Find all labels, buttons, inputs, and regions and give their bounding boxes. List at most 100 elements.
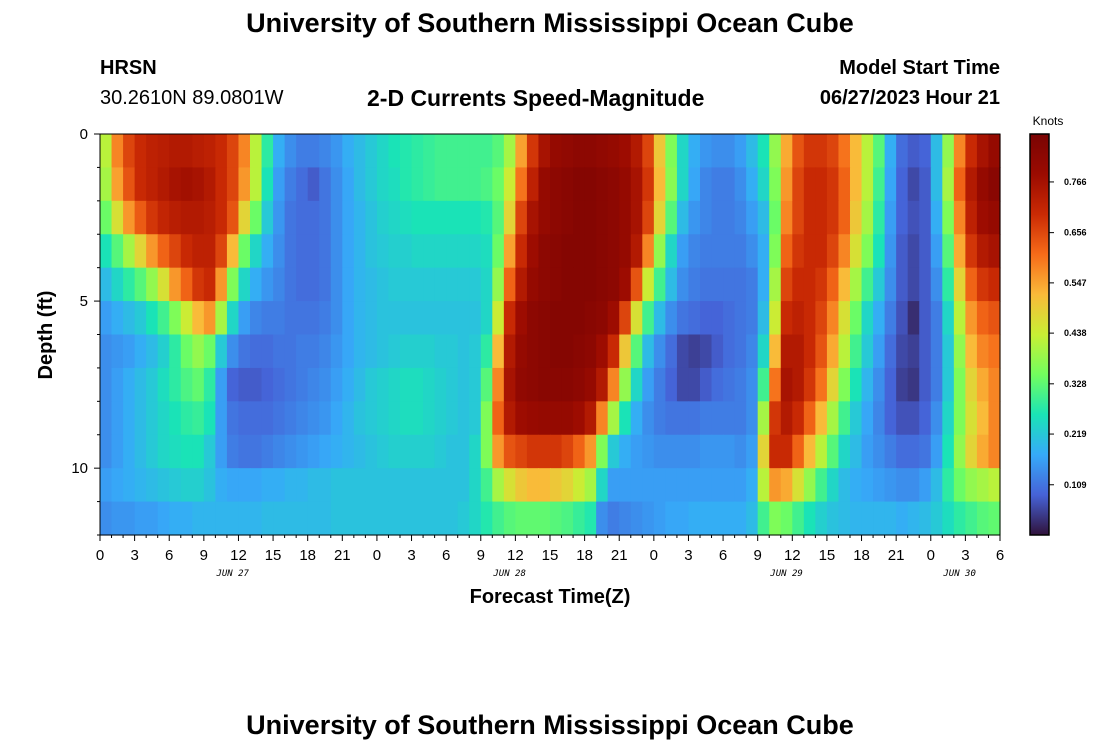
heatmap-cell: [792, 301, 805, 336]
heatmap-cell: [100, 501, 113, 536]
heatmap-cell: [826, 468, 840, 503]
heatmap-cell: [284, 167, 297, 202]
heatmap-cell: [584, 200, 597, 235]
heatmap-cell: [192, 501, 205, 536]
heatmap-cell: [284, 234, 297, 269]
heatmap-cell: [226, 501, 240, 536]
heatmap-cell: [976, 468, 990, 503]
heatmap-cell: [896, 434, 909, 469]
heatmap-cell: [492, 367, 505, 402]
heatmap-cell: [157, 501, 170, 536]
heatmap-cell: [457, 468, 470, 503]
heatmap-cell: [365, 234, 378, 269]
heatmap-cell: [711, 200, 724, 235]
heatmap-cell: [411, 501, 424, 536]
heatmap-cell: [457, 401, 470, 436]
heatmap-cell: [746, 434, 759, 469]
heatmap-cell: [700, 234, 713, 269]
station-coords: 30.2610N 89.0801W: [100, 87, 284, 109]
heatmap-cell: [134, 167, 147, 202]
heatmap-cell: [988, 401, 1001, 436]
heatmap-cell: [307, 267, 320, 302]
heatmap-cell: [550, 501, 563, 536]
heatmap-cell: [146, 301, 159, 336]
heatmap-cell: [757, 434, 770, 469]
heatmap-cell: [688, 434, 701, 469]
heatmap-cell: [700, 468, 713, 503]
heatmap-cell: [573, 234, 586, 269]
heatmap-cell: [365, 367, 378, 402]
heatmap-cell: [942, 234, 955, 269]
heatmap-cell: [780, 334, 793, 369]
heatmap-cell: [273, 501, 286, 536]
heatmap-cell: [492, 167, 505, 202]
heatmap-cell: [746, 468, 759, 503]
heatmap-cell: [803, 434, 816, 469]
heatmap-cell: [203, 468, 216, 503]
heatmap-cell: [123, 401, 136, 436]
heatmap-cell: [273, 200, 286, 235]
heatmap-cell: [388, 267, 401, 302]
heatmap-cell: [538, 501, 551, 536]
heatmap-cell: [734, 468, 747, 503]
heatmap-cell: [400, 167, 413, 202]
heatmap-cell: [596, 167, 609, 202]
heatmap-cell: [261, 234, 274, 269]
heatmap-cell: [100, 401, 113, 436]
heatmap-cell: [630, 367, 643, 402]
heatmap-cell: [319, 234, 332, 269]
heatmap-cell: [492, 468, 505, 503]
heatmap-cell: [596, 367, 609, 402]
heatmap-cell: [919, 200, 932, 235]
colorbar-ticks: 0.766 0.656 0.547 0.438 0.328 0.219 0.109: [1049, 177, 1087, 490]
heatmap-cell: [561, 234, 574, 269]
heatmap-cell: [688, 267, 701, 302]
heatmap-cell: [134, 501, 147, 536]
heatmap-cell: [469, 367, 482, 402]
heatmap-cell: [873, 401, 886, 436]
heatmap-cell: [676, 234, 690, 269]
heatmap-cell: [376, 234, 390, 269]
heatmap-cell: [250, 167, 263, 202]
model-start-time: 06/27/2023 Hour 21: [819, 87, 1000, 109]
heatmap-cell: [169, 434, 182, 469]
heatmap-cell: [896, 167, 909, 202]
heatmap-cell: [630, 301, 643, 336]
heatmap-cell: [146, 468, 159, 503]
heatmap-cell: [319, 468, 332, 503]
heatmap-cell: [423, 401, 436, 436]
heatmap-cell: [861, 367, 874, 402]
heatmap-cell: [792, 234, 805, 269]
heatmap-cell: [365, 334, 378, 369]
x-tick-label: 3: [407, 547, 415, 564]
heatmap-cell: [919, 468, 932, 503]
x-tick-label: 21: [888, 547, 905, 564]
heatmap-cell: [192, 267, 205, 302]
heatmap-cell: [515, 468, 528, 503]
heatmap-cell: [607, 334, 620, 369]
heatmap-cell: [203, 200, 216, 235]
heatmap-cell: [942, 367, 955, 402]
heatmap-cell: [319, 167, 332, 202]
heatmap-cell: [365, 434, 378, 469]
heatmap-cell: [480, 267, 493, 302]
heatmap-cell: [815, 200, 828, 235]
heatmap-cell: [123, 367, 136, 402]
heatmap-cell: [861, 434, 874, 469]
heatmap-cell: [942, 434, 955, 469]
heatmap-cell: [607, 301, 620, 336]
heatmap-cell: [896, 468, 909, 503]
heatmap-cell: [353, 468, 366, 503]
heatmap-cell: [803, 501, 816, 536]
heatmap-cell: [250, 501, 263, 536]
heatmap-cell: [584, 334, 597, 369]
heatmap-cell: [769, 167, 782, 202]
heatmap-cell: [676, 134, 690, 169]
heatmap-cell: [642, 200, 655, 235]
heatmap-cell: [100, 301, 113, 336]
heatmap-cell: [930, 167, 943, 202]
heatmap-cell: [180, 267, 193, 302]
heatmap-cell: [665, 367, 678, 402]
heatmap-cell: [769, 501, 782, 536]
heatmap-cell: [965, 301, 978, 336]
